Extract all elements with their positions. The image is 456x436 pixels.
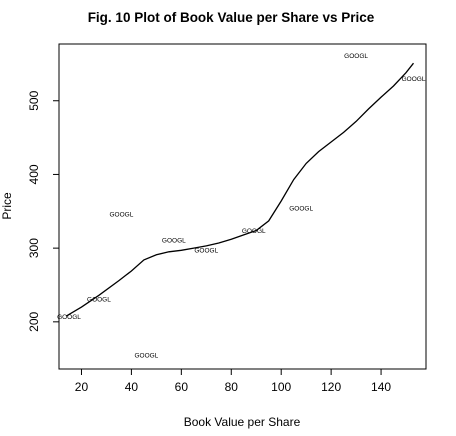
x-tick-label: 40 xyxy=(125,380,139,394)
x-axis-label: Book Value per Share xyxy=(184,415,301,429)
y-tick-label: 300 xyxy=(27,238,41,258)
plot-frame xyxy=(58,43,427,370)
x-tick-label: 60 xyxy=(175,380,189,394)
smooth-line xyxy=(66,62,415,317)
data-point-0: GOOGL xyxy=(57,314,81,321)
y-tick-label: 400 xyxy=(27,164,41,184)
data-point-4: GOOGL xyxy=(162,237,186,244)
x-tick-label: 100 xyxy=(271,380,291,394)
data-point-2: GOOGL xyxy=(109,212,133,219)
data-point-1: GOOGL xyxy=(87,296,111,303)
y-axis-label: Price xyxy=(0,192,14,220)
y-axis: 200 300 400 500 xyxy=(27,90,59,332)
x-tick-label: 80 xyxy=(225,380,239,394)
data-point-3: GOOGL xyxy=(134,352,158,359)
data-point-9: GOOGL xyxy=(402,76,426,83)
data-point-6: GOOGL xyxy=(242,228,266,235)
chart-title: Fig. 10 Plot of Book Value per Share vs … xyxy=(88,10,375,25)
data-point-5: GOOGL xyxy=(194,248,218,255)
data-point-7: GOOGL xyxy=(289,206,313,213)
y-tick-label: 200 xyxy=(27,312,41,332)
x-tick-label: 140 xyxy=(371,380,391,394)
x-axis: 20 40 60 80 100 120 140 xyxy=(75,369,391,394)
x-tick-label: 120 xyxy=(321,380,341,394)
data-points: GOOGL GOOGL GOOGL GOOGL GOOGL GOOGL GOOGL GOOGL… xyxy=(57,53,426,359)
y-tick-label: 500 xyxy=(27,90,41,110)
data-point-8: GOOGL xyxy=(344,53,368,60)
x-tick-label: 20 xyxy=(75,380,89,394)
